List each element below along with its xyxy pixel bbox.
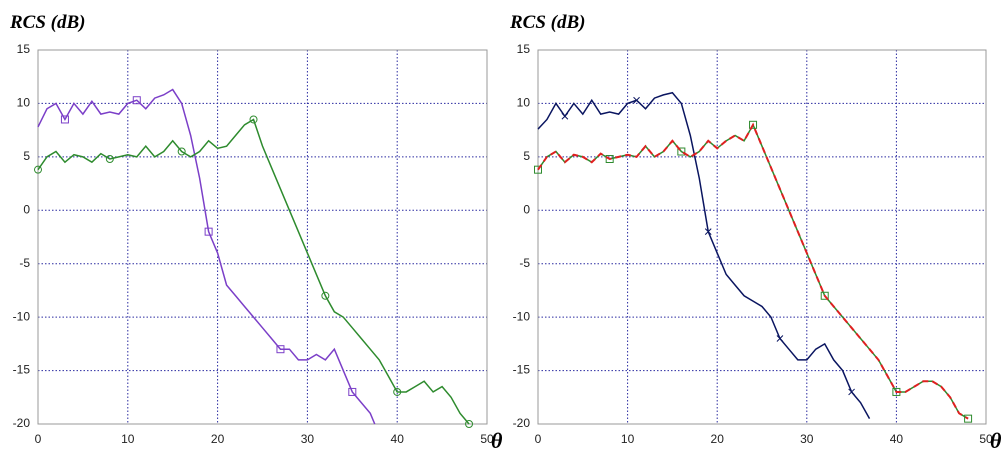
plot-frame [537,49,987,425]
marker [776,335,784,342]
x-tick-label: 0 [35,432,42,446]
y-tick-label: -5 [519,256,530,270]
marker [465,420,474,428]
data-line [37,118,470,425]
x-tick-label: 50 [979,432,993,446]
marker [561,112,569,120]
y-tick-label: 10 [517,96,531,110]
x-tick-label: 10 [121,432,135,446]
y-tick-label: 15 [17,42,31,56]
data-line [537,123,969,420]
x-tick-label: 50 [480,432,494,446]
x-tick-label: 20 [711,432,725,446]
y-tick-label: 0 [23,202,30,216]
marker [534,165,542,174]
marker [704,228,712,236]
chart-title: RCS (dB) [9,12,86,33]
data-line [37,88,376,425]
marker [276,345,285,354]
marker [34,165,42,174]
x-axis-label: θ [491,428,503,453]
y-tick-label: -15 [513,363,531,377]
marker [348,387,357,396]
x-tick-label: 10 [621,432,635,446]
y-tick-label: -20 [513,416,531,430]
marker [132,96,141,105]
marker [321,291,330,300]
y-tick-label: -5 [19,256,30,270]
marker [177,147,186,156]
data-line [537,91,871,420]
marker [204,227,213,236]
chart-panel: RCS (dB) -20 -15 -10 -5 0 5 10 15 0 10 20 30 40 50θ [9,12,503,453]
marker [105,154,114,163]
x-axis-label: θ [990,428,1001,453]
chart-title: RCS (dB) [509,12,586,33]
marker [605,154,614,163]
y-tick-label: 5 [523,149,530,163]
marker [848,388,855,396]
y-tick-label: -15 [13,363,31,377]
marker [820,291,829,300]
x-tick-label: 40 [391,432,405,446]
chart-panel: RCS (dB) -20 -15 -10 -5 0 5 10 15 0 10 20 30 40 50θ [509,12,1001,453]
y-tick-label: 0 [523,202,530,216]
y-tick-label: 15 [517,42,531,56]
marker [393,387,402,396]
marker [60,115,69,124]
x-tick-label: 20 [211,432,225,446]
x-tick-label: 30 [800,432,814,446]
plot-frame [37,49,488,425]
marker [964,414,973,423]
marker [677,147,686,156]
x-tick-label: 30 [301,432,315,446]
y-tick-label: -10 [13,309,31,323]
y-tick-label: -20 [13,416,31,430]
data-line [537,122,969,420]
y-tick-label: 5 [23,149,30,163]
marker [749,120,758,129]
x-tick-label: 40 [890,432,904,446]
x-tick-label: 0 [535,432,542,446]
marker [633,96,640,104]
y-tick-label: 10 [17,96,31,110]
y-tick-label: -10 [513,309,531,323]
marker [249,115,258,124]
